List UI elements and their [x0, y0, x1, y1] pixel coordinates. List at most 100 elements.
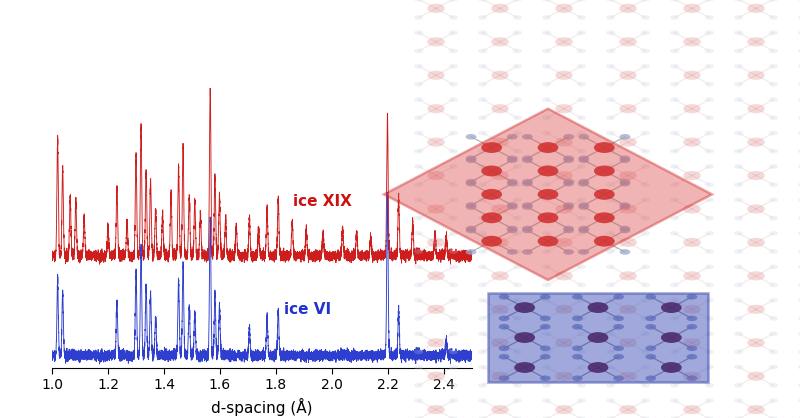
- Circle shape: [466, 204, 477, 210]
- Circle shape: [542, 331, 551, 336]
- Circle shape: [769, 331, 778, 336]
- Circle shape: [594, 212, 614, 223]
- Circle shape: [606, 82, 615, 87]
- Circle shape: [734, 198, 743, 202]
- Circle shape: [798, 316, 800, 321]
- Circle shape: [606, 249, 615, 254]
- Circle shape: [513, 15, 522, 20]
- Circle shape: [449, 82, 458, 87]
- Circle shape: [578, 181, 589, 186]
- Circle shape: [491, 104, 509, 113]
- Circle shape: [670, 198, 679, 202]
- Circle shape: [798, 383, 800, 387]
- Circle shape: [478, 182, 487, 187]
- Circle shape: [683, 104, 701, 113]
- Circle shape: [606, 164, 615, 169]
- Circle shape: [466, 158, 477, 163]
- Circle shape: [449, 97, 458, 102]
- Circle shape: [507, 202, 518, 208]
- Circle shape: [686, 375, 698, 381]
- Circle shape: [513, 131, 522, 135]
- Circle shape: [478, 48, 487, 53]
- Circle shape: [522, 134, 533, 140]
- Circle shape: [613, 324, 624, 330]
- Circle shape: [478, 149, 487, 153]
- Circle shape: [670, 97, 679, 102]
- Circle shape: [606, 216, 615, 220]
- Circle shape: [577, 115, 586, 120]
- Circle shape: [513, 216, 522, 220]
- Circle shape: [577, 97, 586, 102]
- Circle shape: [670, 398, 679, 403]
- Circle shape: [641, 331, 650, 336]
- Circle shape: [798, 0, 800, 2]
- Circle shape: [705, 31, 714, 35]
- Circle shape: [449, 283, 458, 287]
- Circle shape: [513, 64, 522, 69]
- Circle shape: [577, 316, 586, 321]
- Circle shape: [449, 249, 458, 254]
- Circle shape: [538, 142, 558, 153]
- Circle shape: [498, 294, 510, 300]
- Circle shape: [670, 82, 679, 87]
- Circle shape: [498, 375, 510, 381]
- Circle shape: [798, 331, 800, 336]
- Circle shape: [522, 202, 533, 208]
- Circle shape: [414, 316, 423, 321]
- Circle shape: [414, 48, 423, 53]
- Circle shape: [670, 416, 679, 418]
- Circle shape: [577, 231, 586, 236]
- Circle shape: [683, 238, 701, 247]
- Circle shape: [482, 212, 502, 223]
- Circle shape: [449, 383, 458, 387]
- Circle shape: [606, 0, 615, 2]
- Circle shape: [705, 249, 714, 254]
- Circle shape: [513, 182, 522, 187]
- Circle shape: [683, 305, 701, 314]
- Circle shape: [734, 64, 743, 69]
- Circle shape: [619, 4, 637, 13]
- Circle shape: [577, 298, 586, 303]
- Circle shape: [538, 189, 558, 200]
- Circle shape: [798, 182, 800, 187]
- Circle shape: [555, 71, 573, 80]
- Circle shape: [449, 398, 458, 403]
- Circle shape: [798, 298, 800, 303]
- Circle shape: [478, 383, 487, 387]
- Circle shape: [427, 271, 445, 280]
- Circle shape: [705, 365, 714, 370]
- Circle shape: [769, 416, 778, 418]
- Circle shape: [683, 372, 701, 381]
- Circle shape: [646, 354, 656, 359]
- Circle shape: [705, 164, 714, 169]
- Circle shape: [705, 64, 714, 69]
- Circle shape: [578, 134, 589, 140]
- Circle shape: [513, 31, 522, 35]
- Circle shape: [555, 271, 573, 280]
- Circle shape: [798, 31, 800, 35]
- Circle shape: [705, 398, 714, 403]
- Circle shape: [619, 228, 630, 233]
- Circle shape: [613, 345, 624, 351]
- Circle shape: [538, 212, 558, 223]
- Circle shape: [646, 375, 656, 381]
- Circle shape: [641, 164, 650, 169]
- Circle shape: [769, 365, 778, 370]
- Circle shape: [414, 149, 423, 153]
- Circle shape: [414, 216, 423, 220]
- Circle shape: [449, 365, 458, 370]
- Circle shape: [542, 349, 551, 354]
- Circle shape: [619, 202, 630, 208]
- Circle shape: [466, 226, 477, 231]
- Circle shape: [577, 349, 586, 354]
- Circle shape: [670, 231, 679, 236]
- Circle shape: [734, 149, 743, 153]
- Circle shape: [414, 265, 423, 269]
- Bar: [488, 293, 708, 382]
- Circle shape: [414, 0, 423, 2]
- Circle shape: [540, 375, 550, 381]
- Circle shape: [449, 164, 458, 169]
- Circle shape: [769, 115, 778, 120]
- Circle shape: [478, 15, 487, 20]
- Circle shape: [734, 97, 743, 102]
